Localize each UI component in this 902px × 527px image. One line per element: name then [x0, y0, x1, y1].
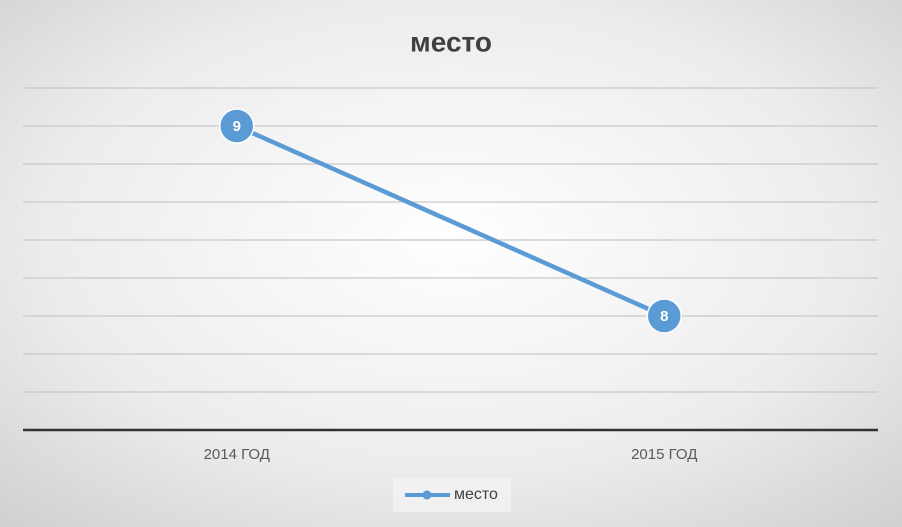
data-point — [219, 108, 255, 144]
x-tick-label: 2015 ГОД — [631, 446, 697, 463]
data-label: 8 — [660, 308, 668, 325]
line — [235, 123, 666, 319]
data-label: 9 — [233, 118, 241, 135]
data-point — [646, 298, 682, 334]
legend-marker — [422, 490, 432, 500]
legend-label: место — [454, 486, 498, 503]
x-tick-label: 2014 ГОД — [204, 446, 270, 463]
chart-title: место — [410, 26, 492, 57]
